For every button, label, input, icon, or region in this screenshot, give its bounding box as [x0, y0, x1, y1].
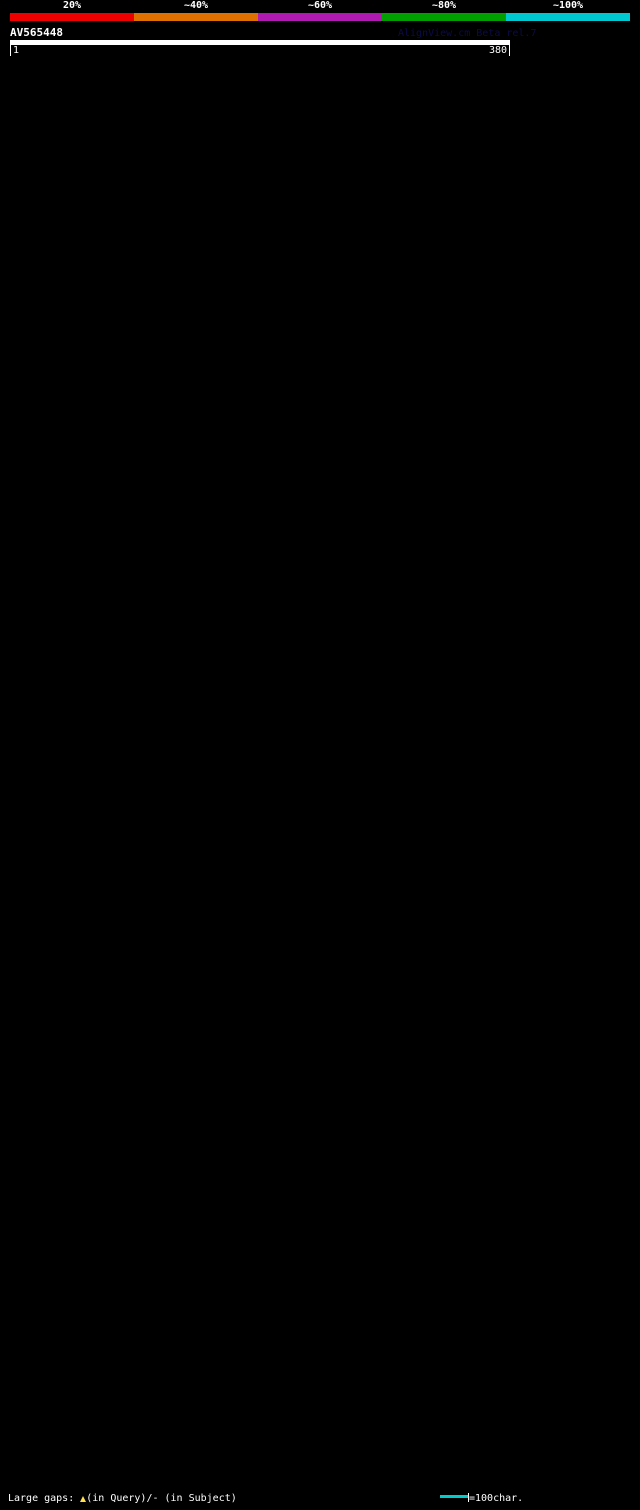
scale-bar-icon: [440, 1495, 468, 1498]
query-length-bar: [10, 40, 510, 45]
identity-scale-label: ~100%: [552, 0, 584, 11]
query-ruler: 1 380: [10, 45, 510, 56]
identity-scale-labels: 20% ~40% ~60% ~80% ~100%: [0, 0, 640, 12]
identity-scale-segment: [10, 13, 134, 21]
scale-bar-label: =100char.: [469, 1493, 524, 1504]
gap-legend-prefix: Large gaps:: [8, 1493, 81, 1504]
ruler-start-label: 1: [13, 45, 20, 56]
identity-scale-segment: [134, 13, 258, 21]
identity-scale-segment: [506, 13, 630, 21]
gap-legend-suffix: (in Query)/- (in Subject): [86, 1493, 237, 1504]
gap-triangle-icon: [80, 1496, 87, 1502]
identity-scale-label: ~40%: [183, 0, 209, 11]
hit-map: [0, 56, 640, 1482]
identity-scale-segment: [258, 13, 382, 21]
ruler-start-tick: [10, 45, 11, 56]
identity-scale-label: ~60%: [307, 0, 333, 11]
scale-bar-legend: =100char.: [440, 1493, 523, 1505]
identity-scale-segment: [382, 13, 506, 21]
ruler-end-tick: [509, 45, 510, 56]
app-watermark: AlignView.cm Beta rel.7: [398, 28, 537, 39]
identity-scale-label: 20%: [62, 0, 82, 11]
identity-scale-bar: [10, 13, 630, 21]
query-name: AV565448: [10, 26, 63, 39]
identity-scale-label: ~80%: [431, 0, 457, 11]
footer-legend: Large gaps: (in Query)/- (in Subject) =1…: [0, 1488, 640, 1510]
scale-bar-cap-icon: [468, 1493, 469, 1502]
ruler-end-label: 380: [488, 45, 507, 56]
gap-legend: Large gaps: (in Query)/- (in Subject): [8, 1493, 237, 1505]
